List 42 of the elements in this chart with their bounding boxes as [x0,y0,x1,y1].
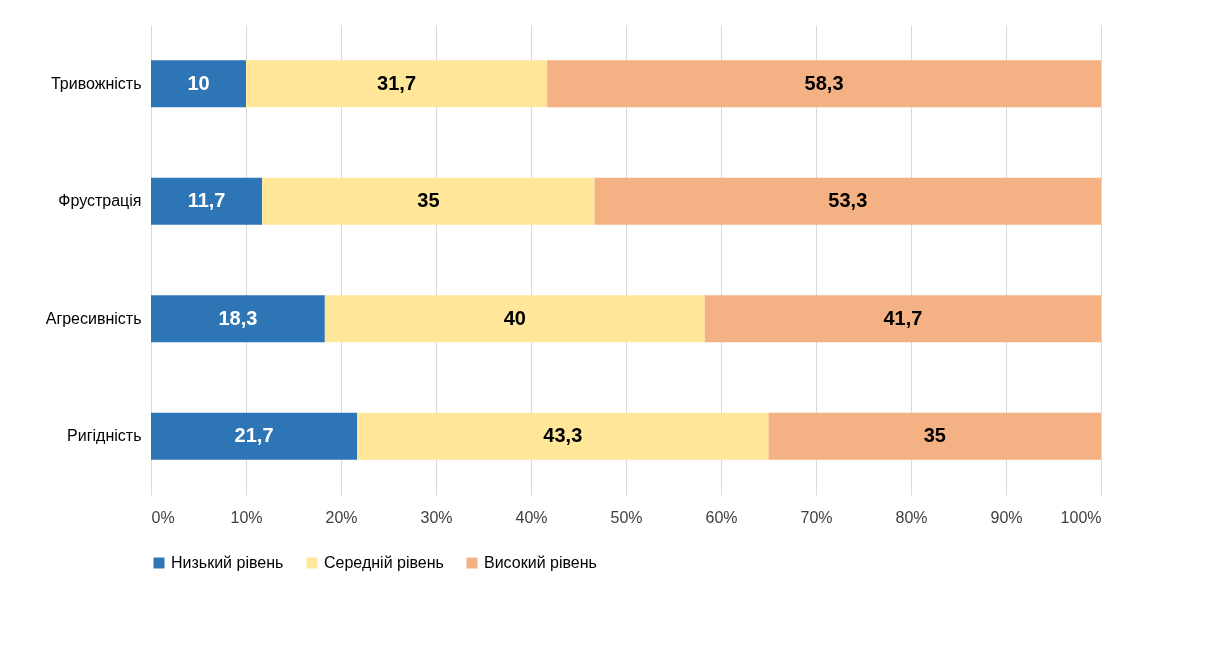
x-tick-label: 50% [610,508,643,526]
x-tick-label: 40% [515,508,548,526]
bar [547,60,1101,108]
legend-label: Високий рівень [484,554,597,571]
data-label: 43,3 [543,424,583,447]
bar [151,60,246,108]
data-label: 35 [417,189,440,212]
x-tick-label: 20% [325,508,358,526]
y-tick-label: Тривожність [50,74,142,92]
legend-label: Низький рівень [171,554,284,571]
bar [704,295,1101,343]
data-label: 11,7 [187,189,226,212]
data-label: 21,7 [234,424,274,447]
legend-label: Середній рівень [324,554,444,571]
bar [151,412,358,460]
bar [594,177,1101,225]
data-label: 41,7 [883,306,923,329]
y-tick-label: Агресивність [45,309,142,327]
x-tick-label: 10% [230,508,263,526]
y-tick-label: Ригідність [67,427,142,445]
bar [324,295,705,343]
data-label: 10 [187,71,210,94]
data-label: 53,3 [828,189,868,212]
x-tick-label: 70% [800,508,833,526]
data-label: 35 [923,424,946,447]
bar [262,177,595,225]
bar [246,60,548,108]
x-tick-label: 100% [1060,508,1102,526]
data-label: 40 [503,306,526,329]
data-label: 18,3 [218,306,258,329]
bar [357,412,769,460]
bar [768,412,1101,460]
x-tick-label: 90% [990,508,1023,526]
x-tick-label: 60% [705,508,738,526]
x-tick-label: 80% [895,508,928,526]
x-tick-label: 30% [420,508,453,526]
x-tick-label: 0% [151,508,175,526]
bar [151,177,263,225]
data-label: 31,7 [377,71,417,94]
data-label: 58,3 [804,71,844,94]
y-tick-label: Фрустрація [58,192,142,210]
bar [151,295,325,343]
